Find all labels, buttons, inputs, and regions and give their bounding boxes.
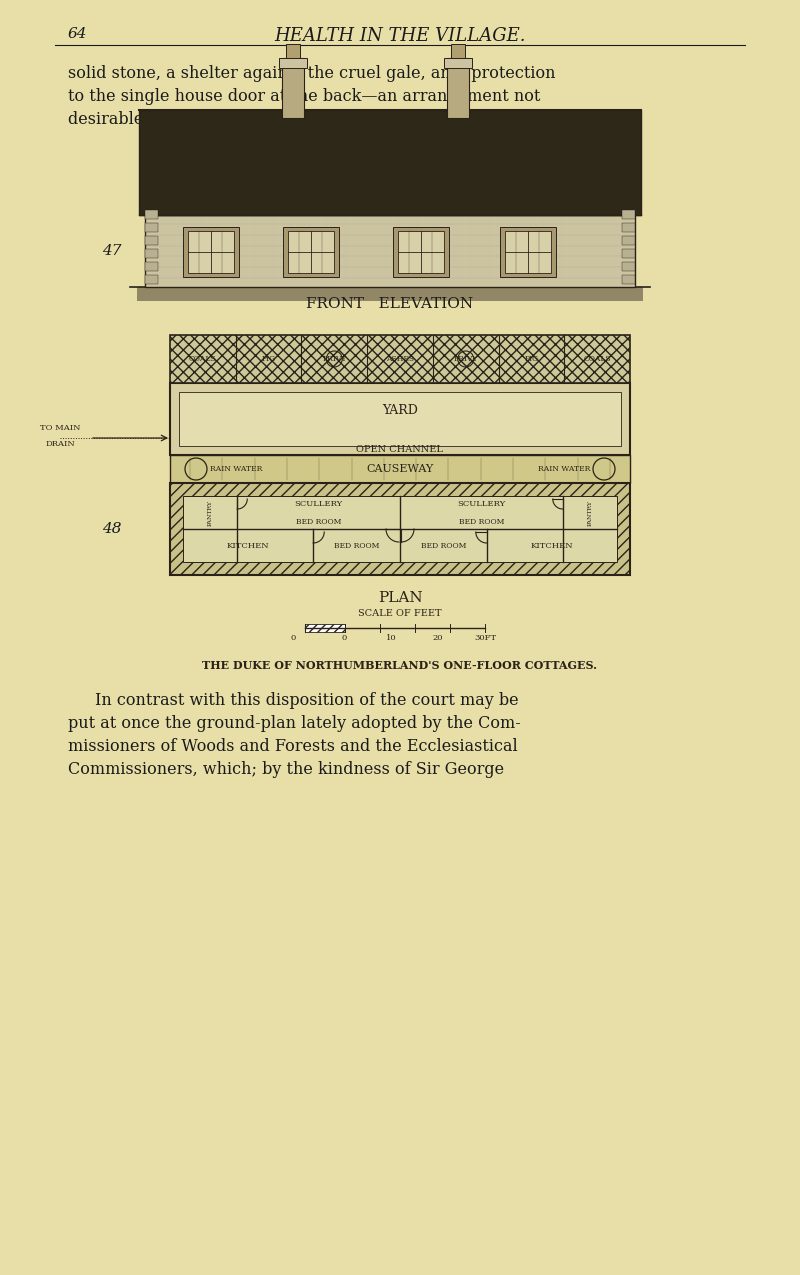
Text: BED ROOM: BED ROOM [296, 518, 342, 525]
Text: Commissioners, which; by the kindness of Sir George: Commissioners, which; by the kindness of… [68, 761, 504, 778]
Bar [622, 261, 635, 272]
Bar [145, 210, 158, 219]
Bar [505, 231, 551, 273]
Bar [170, 483, 630, 575]
Text: SCULLERY: SCULLERY [294, 501, 342, 509]
Text: desirable in situations less exposed.: desirable in situations less exposed. [68, 111, 362, 128]
Text: to the single house door at the back—an arrangement not: to the single house door at the back—an … [68, 88, 540, 105]
Text: 0: 0 [342, 634, 347, 643]
Bar [139, 110, 641, 215]
Bar [145, 223, 158, 232]
Text: SCULLERY: SCULLERY [458, 501, 506, 509]
Bar [447, 57, 469, 119]
Bar [183, 496, 617, 562]
Text: In contrast with this disposition of the court may be: In contrast with this disposition of the… [95, 692, 518, 709]
Bar [145, 249, 158, 258]
Text: put at once the ground-plan lately adopted by the Com-: put at once the ground-plan lately adopt… [68, 715, 521, 732]
Text: PIG: PIG [262, 354, 276, 363]
Text: RAIN WATER: RAIN WATER [538, 465, 590, 473]
Text: 0: 0 [290, 634, 296, 643]
Text: HEALTH IN THE VILLAGE.: HEALTH IN THE VILLAGE. [274, 27, 526, 45]
Bar [500, 227, 556, 277]
Bar [145, 275, 158, 284]
Text: KITCHEN: KITCHEN [530, 542, 574, 550]
Text: KITCHEN: KITCHEN [226, 542, 270, 550]
Text: FRONT   ELEVATION: FRONT ELEVATION [306, 297, 474, 311]
Text: 48: 48 [102, 521, 122, 536]
Text: PANTRY: PANTRY [208, 500, 213, 525]
Bar [622, 275, 635, 284]
Text: SCALE OF FEET: SCALE OF FEET [358, 609, 442, 618]
Bar [279, 57, 307, 68]
Bar [170, 335, 630, 382]
Text: missioners of Woods and Forests and the Ecclesiastical: missioners of Woods and Forests and the … [68, 738, 518, 755]
Bar [179, 391, 621, 446]
Text: 30FT: 30FT [474, 634, 496, 643]
Bar [282, 57, 304, 119]
Text: PRIVY: PRIVY [322, 354, 346, 363]
Text: THE DUKE OF NORTHUMBERLAND'S ONE-FLOOR COTTAGES.: THE DUKE OF NORTHUMBERLAND'S ONE-FLOOR C… [202, 660, 598, 671]
Text: ASHES: ASHES [386, 354, 414, 363]
Bar [183, 227, 239, 277]
Bar [170, 382, 630, 455]
Bar [137, 287, 643, 301]
Text: solid stone, a shelter against the cruel gale, and  protection: solid stone, a shelter against the cruel… [68, 65, 555, 82]
Bar [622, 236, 635, 245]
Text: 64: 64 [68, 27, 87, 41]
Bar [145, 215, 635, 287]
Text: PRIVY: PRIVY [454, 354, 478, 363]
Bar [145, 261, 158, 272]
Text: PIG: PIG [524, 354, 538, 363]
Bar [451, 45, 465, 57]
Bar [283, 227, 339, 277]
Bar [622, 210, 635, 219]
Bar [398, 231, 444, 273]
Text: YARD: YARD [382, 404, 418, 417]
Bar [305, 623, 345, 632]
Text: CAUSEWAY: CAUSEWAY [366, 464, 434, 474]
Text: TO MAIN: TO MAIN [40, 425, 80, 432]
Bar [447, 113, 469, 120]
Bar [288, 231, 334, 273]
Text: 20: 20 [433, 634, 443, 643]
Bar [170, 455, 630, 483]
Text: 47: 47 [102, 244, 122, 258]
Bar [393, 227, 449, 277]
Bar [282, 113, 304, 120]
Text: 10: 10 [386, 634, 397, 643]
Text: RAIN WATER: RAIN WATER [210, 465, 262, 473]
Text: PLAN: PLAN [378, 592, 422, 606]
Bar [622, 249, 635, 258]
Text: BED ROOM: BED ROOM [334, 542, 379, 550]
Bar [444, 57, 472, 68]
Text: OPEN CHANNEL: OPEN CHANNEL [357, 445, 443, 454]
Text: DRAIN: DRAIN [45, 440, 75, 448]
Bar [145, 236, 158, 245]
Text: BED ROOM: BED ROOM [458, 518, 504, 525]
Text: BED ROOM: BED ROOM [421, 542, 466, 550]
Text: PANTRY: PANTRY [587, 500, 592, 525]
Text: COALS: COALS [189, 354, 217, 363]
Text: COALS: COALS [583, 354, 611, 363]
Bar [622, 223, 635, 232]
Bar [188, 231, 234, 273]
Bar [286, 45, 300, 57]
